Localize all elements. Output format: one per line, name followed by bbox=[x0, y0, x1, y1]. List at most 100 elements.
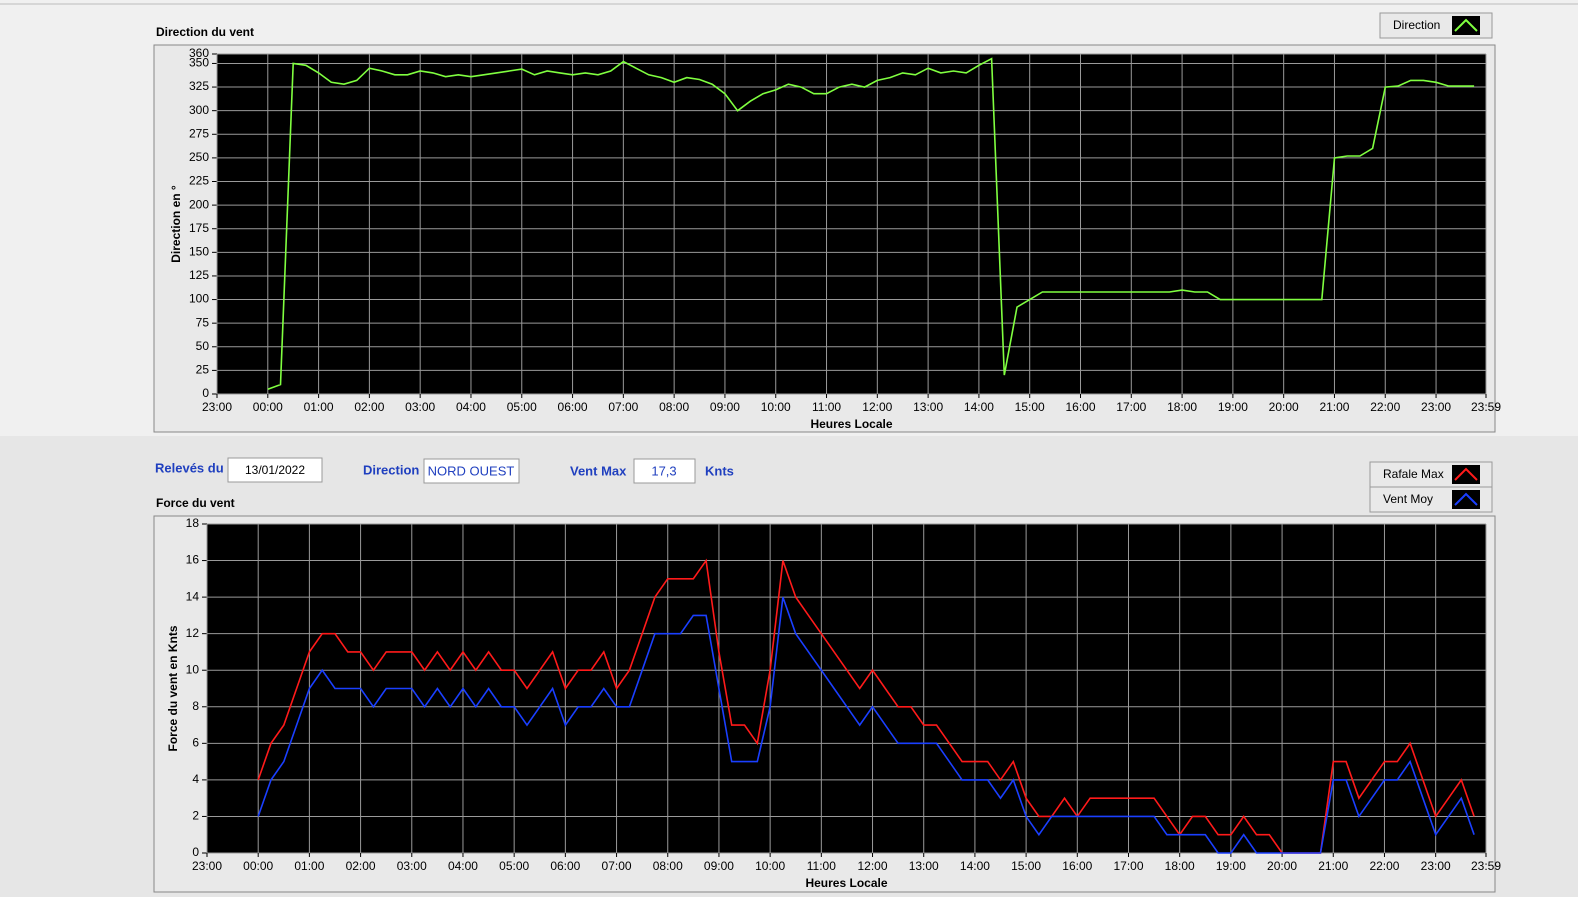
x-tick-label: 03:00 bbox=[405, 400, 435, 414]
x-tick-label: 19:00 bbox=[1216, 859, 1246, 873]
x-tick-label: 12:00 bbox=[862, 400, 892, 414]
y-tick-label: 2 bbox=[192, 809, 199, 823]
x-tick-label: 23:00 bbox=[1421, 400, 1451, 414]
x-tick-label: 17:00 bbox=[1116, 400, 1146, 414]
x-tick-label: 00:00 bbox=[243, 859, 273, 873]
x-tick-label: 11:00 bbox=[812, 400, 841, 414]
date-label: Relevés du bbox=[155, 460, 224, 475]
x-tick-label: 09:00 bbox=[704, 859, 734, 873]
x-tick-label: 08:00 bbox=[653, 859, 683, 873]
x-tick-label: 23:59 bbox=[1471, 400, 1501, 414]
x-tick-label: 23:59 bbox=[1471, 859, 1501, 873]
x-tick-label: 18:00 bbox=[1167, 400, 1197, 414]
x-tick-label: 23:00 bbox=[1421, 859, 1451, 873]
chart-title: Direction du vent bbox=[156, 25, 254, 39]
x-tick-label: 12:00 bbox=[858, 859, 888, 873]
y-tick-label: 6 bbox=[192, 736, 199, 750]
y-tick-label: 8 bbox=[192, 699, 199, 713]
x-tick-label: 21:00 bbox=[1319, 400, 1349, 414]
y-tick-label: 14 bbox=[186, 589, 200, 603]
x-tick-label: 13:00 bbox=[909, 859, 939, 873]
y-tick-label: 150 bbox=[189, 245, 209, 259]
x-tick-label: 04:00 bbox=[456, 400, 486, 414]
x-tick-label: 08:00 bbox=[659, 400, 689, 414]
x-tick-label: 07:00 bbox=[608, 400, 638, 414]
x-tick-label: 15:00 bbox=[1015, 400, 1045, 414]
y-tick-label: 250 bbox=[189, 150, 209, 164]
y-tick-label: 12 bbox=[186, 626, 200, 640]
x-tick-label: 14:00 bbox=[960, 859, 990, 873]
max-label: Vent Max bbox=[570, 463, 627, 478]
date-field[interactable] bbox=[227, 457, 323, 483]
y-tick-label: 4 bbox=[192, 772, 199, 786]
y-tick-label: 0 bbox=[202, 386, 209, 400]
x-tick-label: 16:00 bbox=[1065, 400, 1095, 414]
x-tick-label: 13:00 bbox=[913, 400, 943, 414]
y-tick-label: 16 bbox=[186, 553, 200, 567]
data-line bbox=[267, 57, 1475, 391]
y-tick-label: 225 bbox=[189, 174, 209, 188]
y-axis-label: Direction en ° bbox=[169, 185, 183, 263]
y-tick-label: 275 bbox=[189, 126, 209, 140]
x-tick-label: 01:00 bbox=[294, 859, 324, 873]
x-tick-label: 23:00 bbox=[192, 859, 222, 873]
data-line bbox=[257, 596, 1475, 854]
y-tick-label: 25 bbox=[196, 363, 210, 377]
y-tick-label: 0 bbox=[192, 845, 199, 859]
max-unit: Knts bbox=[705, 463, 734, 478]
legend-swatch bbox=[1452, 490, 1480, 509]
max-field[interactable] bbox=[633, 458, 696, 484]
y-tick-label: 75 bbox=[196, 315, 210, 329]
x-tick-label: 19:00 bbox=[1218, 400, 1248, 414]
legend-icon bbox=[1454, 18, 1478, 32]
x-tick-label: 21:00 bbox=[1318, 859, 1348, 873]
chart-title: Force du vent bbox=[156, 496, 235, 510]
x-tick-label: 17:00 bbox=[1113, 859, 1143, 873]
y-tick-label: 175 bbox=[189, 221, 209, 235]
direction-field[interactable] bbox=[423, 458, 520, 484]
x-tick-label: 20:00 bbox=[1269, 400, 1299, 414]
x-tick-label: 02:00 bbox=[346, 859, 376, 873]
y-tick-label: 350 bbox=[189, 56, 209, 70]
y-tick-label: 100 bbox=[189, 292, 209, 306]
y-tick-label: 200 bbox=[189, 197, 209, 211]
legend-icon bbox=[1454, 492, 1478, 506]
x-tick-label: 04:00 bbox=[448, 859, 478, 873]
plot-area bbox=[217, 54, 1486, 394]
y-tick-label: 300 bbox=[189, 103, 209, 117]
direction-value: NORD OUEST bbox=[428, 463, 515, 478]
y-tick-label: 10 bbox=[186, 662, 200, 676]
x-tick-label: 22:00 bbox=[1370, 400, 1400, 414]
x-tick-label: 18:00 bbox=[1165, 859, 1195, 873]
x-tick-label: 01:00 bbox=[304, 400, 334, 414]
x-tick-label: 05:00 bbox=[507, 400, 537, 414]
legend-label: Vent Moy bbox=[1383, 492, 1433, 506]
legend-swatch bbox=[1452, 465, 1480, 484]
x-tick-label: 14:00 bbox=[964, 400, 994, 414]
x-tick-label: 10:00 bbox=[755, 859, 785, 873]
x-tick-label: 23:00 bbox=[202, 400, 232, 414]
x-tick-label: 10:00 bbox=[761, 400, 791, 414]
x-tick-label: 02:00 bbox=[354, 400, 384, 414]
x-tick-label: 03:00 bbox=[397, 859, 427, 873]
x-tick-label: 09:00 bbox=[710, 400, 740, 414]
y-axis-label: Force du vent en Knts bbox=[166, 625, 180, 751]
y-tick-label: 325 bbox=[189, 79, 209, 93]
legend-label: Direction bbox=[1393, 18, 1440, 32]
x-tick-label: 11:00 bbox=[807, 859, 836, 873]
direction-label: Direction bbox=[363, 462, 419, 477]
x-tick-label: 20:00 bbox=[1267, 859, 1297, 873]
y-tick-label: 50 bbox=[196, 339, 210, 353]
x-axis-label: Heures Locale bbox=[810, 417, 892, 431]
x-tick-label: 00:00 bbox=[253, 400, 283, 414]
data-line bbox=[257, 558, 1475, 854]
x-tick-label: 22:00 bbox=[1369, 859, 1399, 873]
x-axis-label: Heures Locale bbox=[805, 876, 887, 890]
max-value: 17,3 bbox=[651, 463, 676, 478]
x-tick-label: 15:00 bbox=[1011, 859, 1041, 873]
legend-icon bbox=[1454, 467, 1478, 481]
x-tick-label: 07:00 bbox=[602, 859, 632, 873]
x-tick-label: 16:00 bbox=[1062, 859, 1092, 873]
y-tick-label: 360 bbox=[189, 46, 209, 60]
